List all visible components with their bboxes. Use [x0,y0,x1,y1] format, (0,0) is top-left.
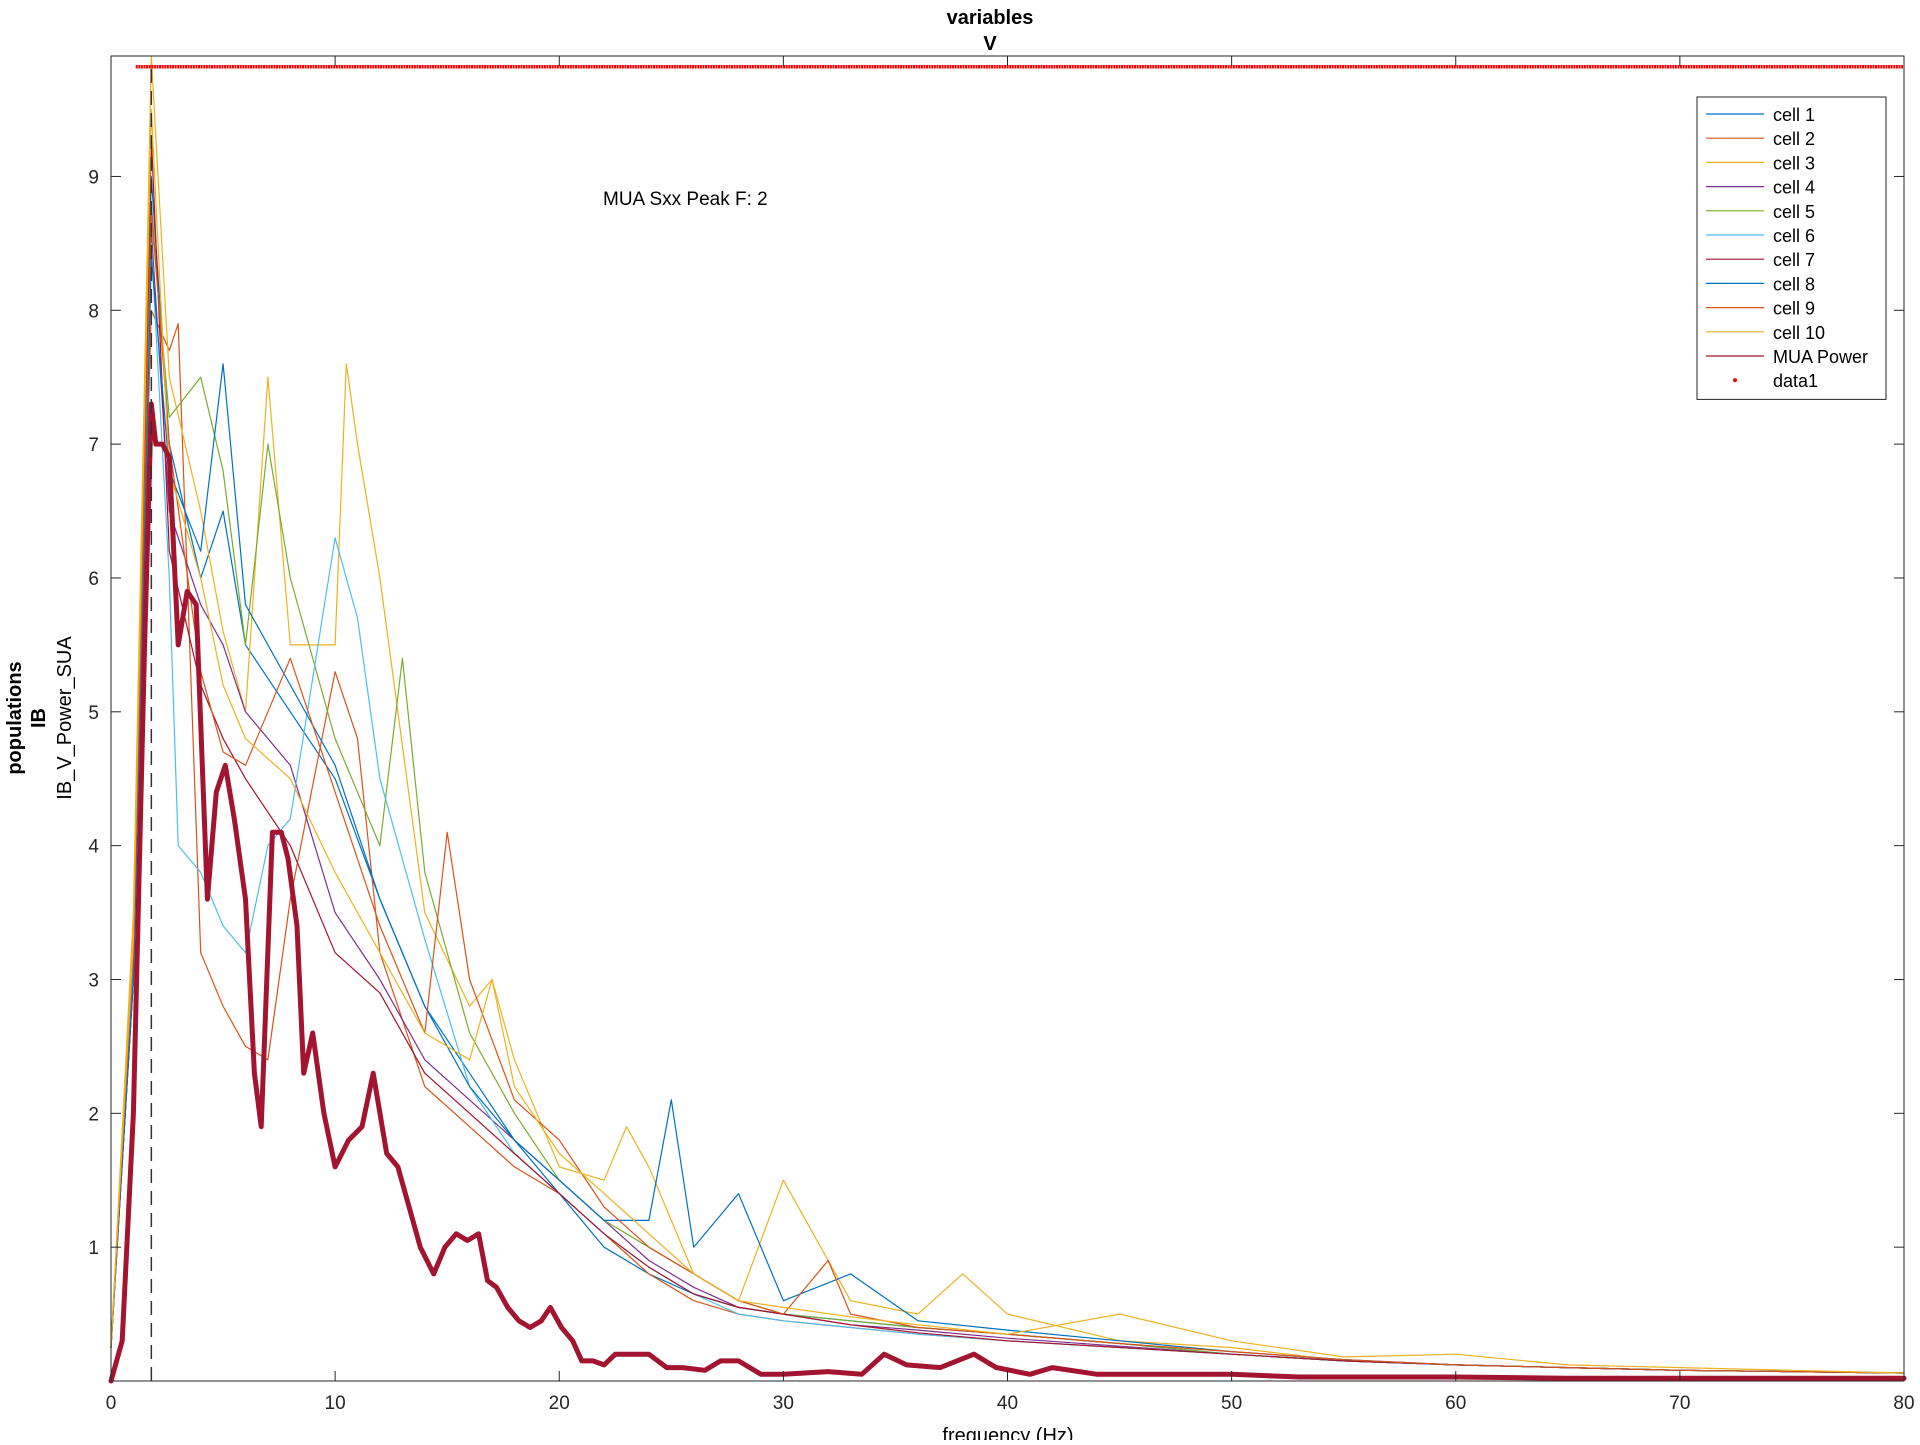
x-tick-label: 20 [549,1393,570,1414]
y-tick-label: 8 [88,301,99,322]
legend-label: cell 9 [1773,299,1815,319]
y-axis-label-line1: populations [4,661,26,774]
x-tick-label: 0 [106,1393,117,1414]
x-axis-label: frequency (Hz) [942,1425,1073,1440]
x-tick-label: 50 [1221,1393,1242,1414]
series-line-cell-7 [110,135,1905,1374]
axis-layer: 0 10 20 30 40 50 60 70 80 1 2 3 4 5 6 7 8 9 [88,56,1915,1414]
x-tick-label: 60 [1445,1393,1466,1414]
x-tick-label: 80 [1893,1393,1914,1414]
y-tick-label: 5 [88,703,99,724]
y-axis-label-line3: IB_V_Power_SUA [54,636,76,800]
y-tick-label: 1 [88,1238,99,1259]
legend-label: data1 [1773,371,1818,391]
legend-label: cell 10 [1773,323,1825,343]
y-tick-label: 7 [88,435,99,456]
y-tick-label: 3 [88,970,99,991]
legend-label: MUA Power [1773,347,1868,367]
y-axis-label-group: populations IB IB_V_Power_SUA [4,636,76,800]
x-tick-label: 70 [1669,1393,1690,1414]
legend-box [1696,96,1887,400]
chart-title-line2: V [983,33,997,55]
legend-label: cell 8 [1773,274,1815,294]
x-tick-label: 40 [997,1393,1018,1414]
x-tick-label: 30 [773,1393,794,1414]
series-line-mua-power [108,401,1907,1384]
legend: cell 1 cell 2 cell 3 cell 4 cell 5 cell 6 cell… [1696,96,1887,400]
y-axis-label-line2: IB [28,708,50,728]
legend-label: cell 4 [1773,178,1815,198]
x-tick-label: 10 [325,1393,346,1414]
y-tick-label: 9 [88,167,99,188]
legend-label: cell 7 [1773,250,1815,270]
series-layer [108,55,1907,1384]
chart-title-line1: variables [947,7,1034,29]
legend-label: cell 2 [1773,129,1815,149]
legend-marker-dot [1733,378,1737,383]
legend-label: cell 1 [1773,105,1815,125]
series-line-cell-9 [110,202,1905,1374]
y-tick-label: 4 [88,837,99,858]
series-line-cell-10 [110,108,1905,1374]
legend-label: cell 6 [1773,226,1815,246]
y-tick-label: 6 [88,569,99,590]
legend-label: cell 3 [1773,153,1815,173]
y-tick-label: 2 [88,1104,99,1125]
peak-annotation: MUA Sxx Peak F: 2 [603,189,768,210]
legend-label: cell 5 [1773,202,1815,222]
